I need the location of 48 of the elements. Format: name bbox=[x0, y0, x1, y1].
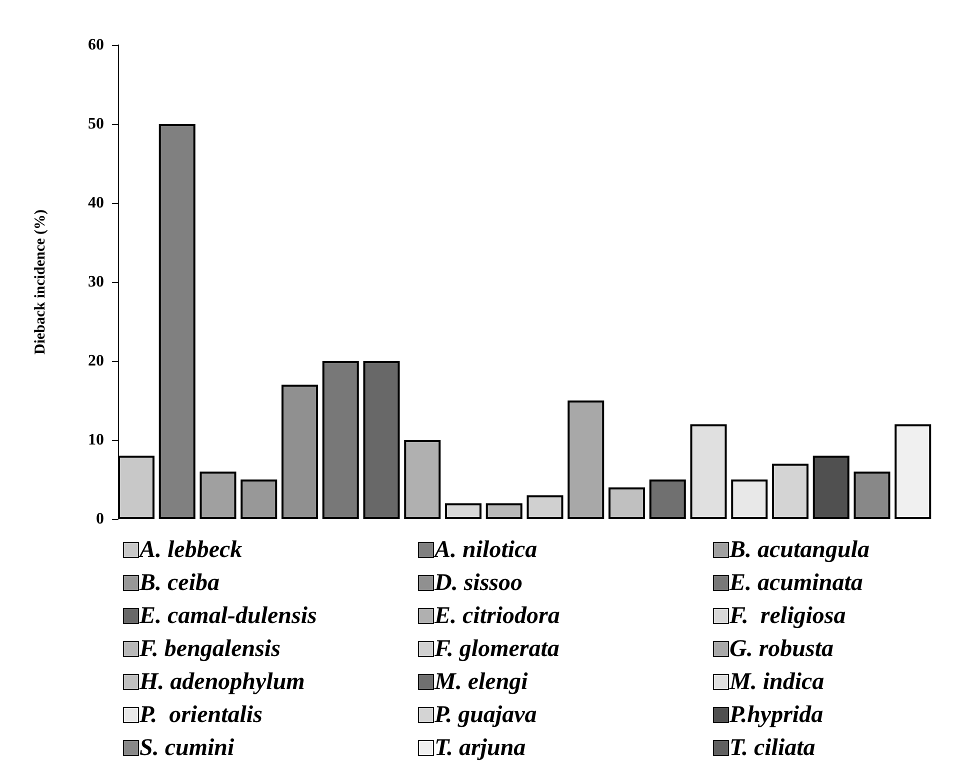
bar bbox=[200, 472, 236, 519]
bar bbox=[731, 480, 768, 519]
bar bbox=[363, 361, 400, 519]
legend-label: A. nilotica bbox=[432, 537, 538, 563]
legend-label: F. bengalensis bbox=[138, 636, 280, 662]
bar bbox=[894, 424, 932, 519]
bar bbox=[690, 424, 727, 519]
bar bbox=[854, 472, 890, 519]
legend-label: E. camal-dulensis bbox=[138, 603, 317, 629]
bar bbox=[568, 400, 604, 519]
legend-label: E. citriodora bbox=[434, 603, 560, 629]
bar bbox=[445, 503, 482, 519]
legend-label: D. sissoo bbox=[434, 570, 523, 596]
legend-label: B. ceiba bbox=[138, 570, 220, 596]
bar bbox=[772, 464, 808, 519]
legend-label: E. acuminata bbox=[728, 570, 863, 596]
legend-label: H. adenophylum bbox=[138, 669, 305, 695]
y-axis-title: Dieback incidence (%) bbox=[32, 210, 48, 354]
legend-label: A. lebbeck bbox=[138, 537, 242, 563]
legend-label: B. acutangula bbox=[728, 537, 870, 563]
legend-label: P. orientalis bbox=[138, 702, 262, 728]
y-tick-label: 10 bbox=[88, 432, 104, 448]
bar bbox=[608, 487, 645, 519]
legend-label: M. elengi bbox=[434, 669, 528, 695]
legend-label: F. religiosa bbox=[728, 603, 846, 629]
legend-label: P.hyprida bbox=[728, 702, 824, 728]
bar bbox=[812, 456, 850, 519]
y-tick-label: 40 bbox=[88, 194, 104, 212]
legend-label: G. robusta bbox=[730, 636, 834, 662]
legend-label: T. arjuna bbox=[434, 735, 526, 761]
bar bbox=[322, 361, 359, 519]
y-tick-label: 60 bbox=[88, 36, 104, 54]
y-tick-label: 20 bbox=[88, 352, 104, 370]
y-tick-label: 0 bbox=[96, 510, 104, 528]
bar bbox=[649, 480, 686, 519]
bar bbox=[282, 384, 318, 519]
bar bbox=[158, 124, 196, 519]
legend-label: M. indica bbox=[728, 669, 824, 695]
y-tick-label: 50 bbox=[88, 116, 104, 132]
bar bbox=[526, 495, 564, 519]
legend-label: P. guajava bbox=[434, 702, 537, 728]
bar bbox=[486, 503, 522, 519]
bar bbox=[240, 480, 278, 519]
bar bbox=[404, 440, 441, 519]
legend-label: S. cumini bbox=[140, 735, 235, 761]
legend-label: T. ciliata bbox=[730, 735, 816, 761]
y-tick-label: 30 bbox=[88, 274, 104, 290]
legend-label: F. glomerata bbox=[434, 636, 560, 662]
